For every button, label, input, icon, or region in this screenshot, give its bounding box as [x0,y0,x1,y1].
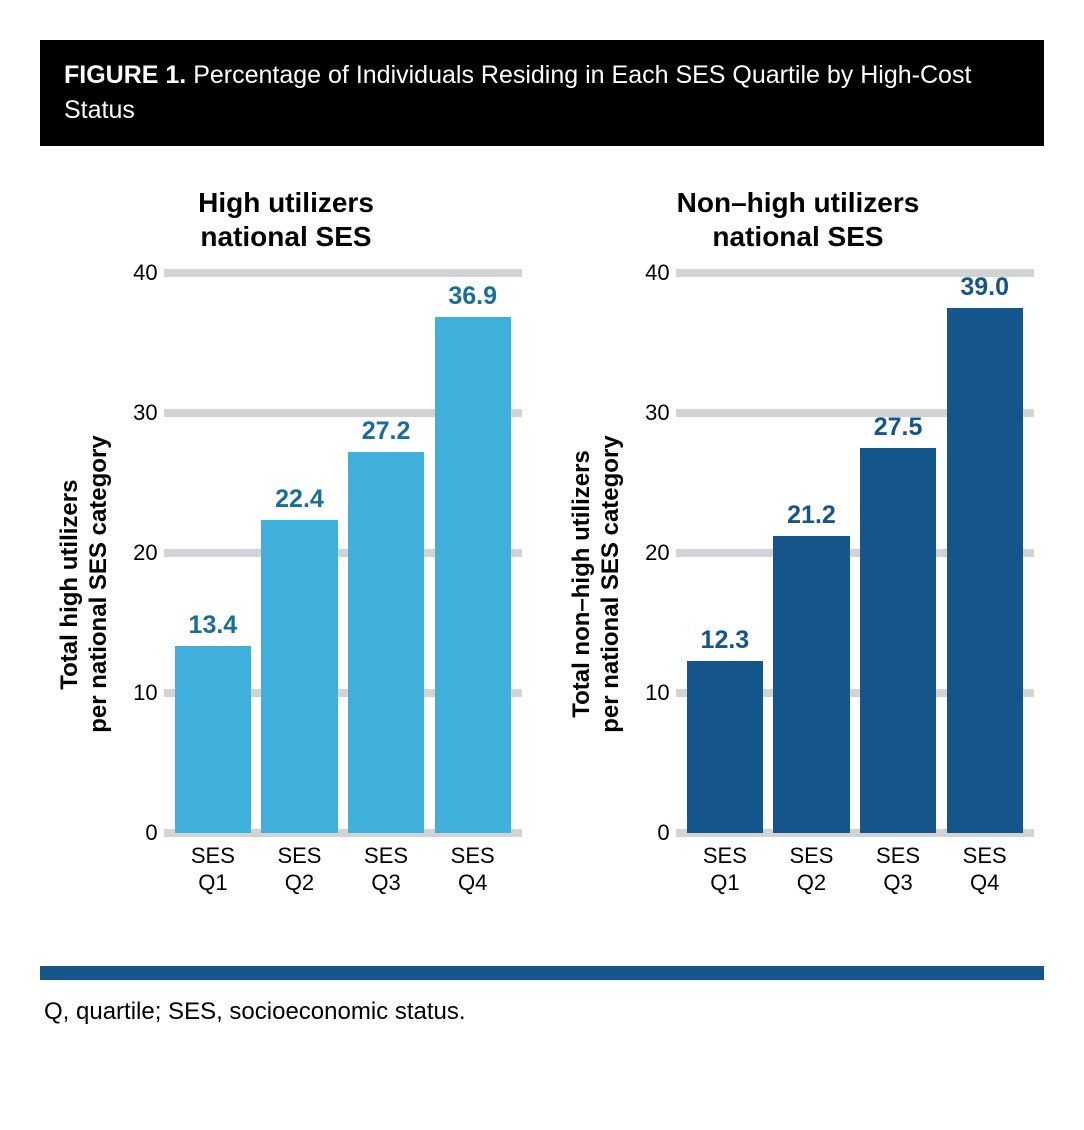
plot-area-left: 40 30 20 10 0 [120,273,522,833]
bar [773,536,849,833]
x-tick-label: SESQ1 [175,843,251,896]
chart-body-right: Total non–high utilizers per national SE… [562,273,1034,896]
bars-left: 13.4 22.4 27.2 [164,273,522,833]
bar-col: 22.4 [261,273,337,833]
bar-col: 27.5 [860,273,936,833]
y-tick-label: 40 [133,260,157,286]
y-ticks-left: 40 30 20 10 0 [120,273,164,833]
y-axis-label-right-line1: Total non–high utilizers [568,451,595,719]
y-axis-label-left-line2: per national SES category [85,436,112,733]
grid-and-bars-left: 13.4 22.4 27.2 [164,273,522,833]
bar-value-label: 39.0 [960,273,1009,302]
x-tick-label: SESQ2 [261,843,337,896]
bar [947,308,1023,833]
x-tick-label: SESQ2 [773,843,849,896]
plot-wrap-right: 40 30 20 10 0 [632,273,1034,896]
x-ticks-right: SESQ1 SESQ2 SESQ3 SESQ4 [676,833,1034,896]
y-tick-label: 30 [645,400,669,426]
bar [348,452,424,833]
chart-title-right-line2: national SES [712,221,883,252]
chart-title-left-line1: High utilizers [198,187,374,218]
bar [687,661,763,833]
bar-value-label: 12.3 [701,626,750,655]
chart-title-right-line1: Non–high utilizers [677,187,920,218]
bar-col: 39.0 [947,273,1023,833]
bar [435,317,511,834]
bar-value-label: 21.2 [787,501,836,530]
y-tick-label: 0 [657,820,669,846]
y-ticks-right: 40 30 20 10 0 [632,273,676,833]
figure-header: FIGURE 1. Percentage of Individuals Resi… [40,40,1044,146]
chart-panel-left: High utilizers national SES Total high u… [50,186,522,896]
bar [860,448,936,833]
chart-title-right: Non–high utilizers national SES [677,186,920,253]
bar-value-label: 22.4 [275,485,324,514]
y-tick-label: 40 [645,260,669,286]
x-ticks-left: SESQ1 SESQ2 SESQ3 SESQ4 [164,833,522,896]
plot-area-right: 40 30 20 10 0 [632,273,1034,833]
bar [175,646,251,834]
bar [261,520,337,834]
figure-container: FIGURE 1. Percentage of Individuals Resi… [40,40,1044,1026]
bar-col: 36.9 [435,273,511,833]
charts-row: High utilizers national SES Total high u… [40,146,1044,926]
y-tick-label: 0 [145,820,157,846]
bar-col: 13.4 [175,273,251,833]
chart-body-left: Total high utilizers per national SES ca… [50,273,522,896]
x-tick-label: SESQ1 [687,843,763,896]
bar-col: 27.2 [348,273,424,833]
y-tick-label: 10 [133,680,157,706]
bars-right: 12.3 21.2 27.5 [676,273,1034,833]
y-axis-label-right: Total non–high utilizers per national SE… [562,273,632,896]
x-tick-label: SESQ4 [947,843,1023,896]
bar-col: 21.2 [773,273,849,833]
x-tick-label: SESQ3 [348,843,424,896]
bar-col: 12.3 [687,273,763,833]
y-tick-label: 20 [645,540,669,566]
bar-value-label: 27.5 [874,413,923,442]
grid-and-bars-right: 12.3 21.2 27.5 [676,273,1034,833]
plot-wrap-left: 40 30 20 10 0 [120,273,522,896]
bar-value-label: 13.4 [189,611,238,640]
y-tick-label: 20 [133,540,157,566]
y-tick-label: 30 [133,400,157,426]
y-axis-label-left: Total high utilizers per national SES ca… [50,273,120,896]
chart-title-left-line2: national SES [200,221,371,252]
y-tick-label: 10 [645,680,669,706]
footer-rule [40,966,1044,980]
chart-title-left: High utilizers national SES [198,186,374,253]
bar-value-label: 27.2 [362,417,411,446]
figure-caption: Percentage of Individuals Residing in Ea… [64,61,971,124]
figure-number: FIGURE 1. [64,61,186,89]
y-axis-label-left-line1: Total high utilizers [56,479,83,689]
bar-value-label: 36.9 [448,282,497,311]
x-tick-label: SESQ4 [435,843,511,896]
x-tick-label: SESQ3 [860,843,936,896]
y-axis-label-right-line2: per national SES category [597,436,624,733]
footnote: Q, quartile; SES, socioeconomic status. [40,980,1044,1026]
chart-panel-right: Non–high utilizers national SES Total no… [562,186,1034,896]
